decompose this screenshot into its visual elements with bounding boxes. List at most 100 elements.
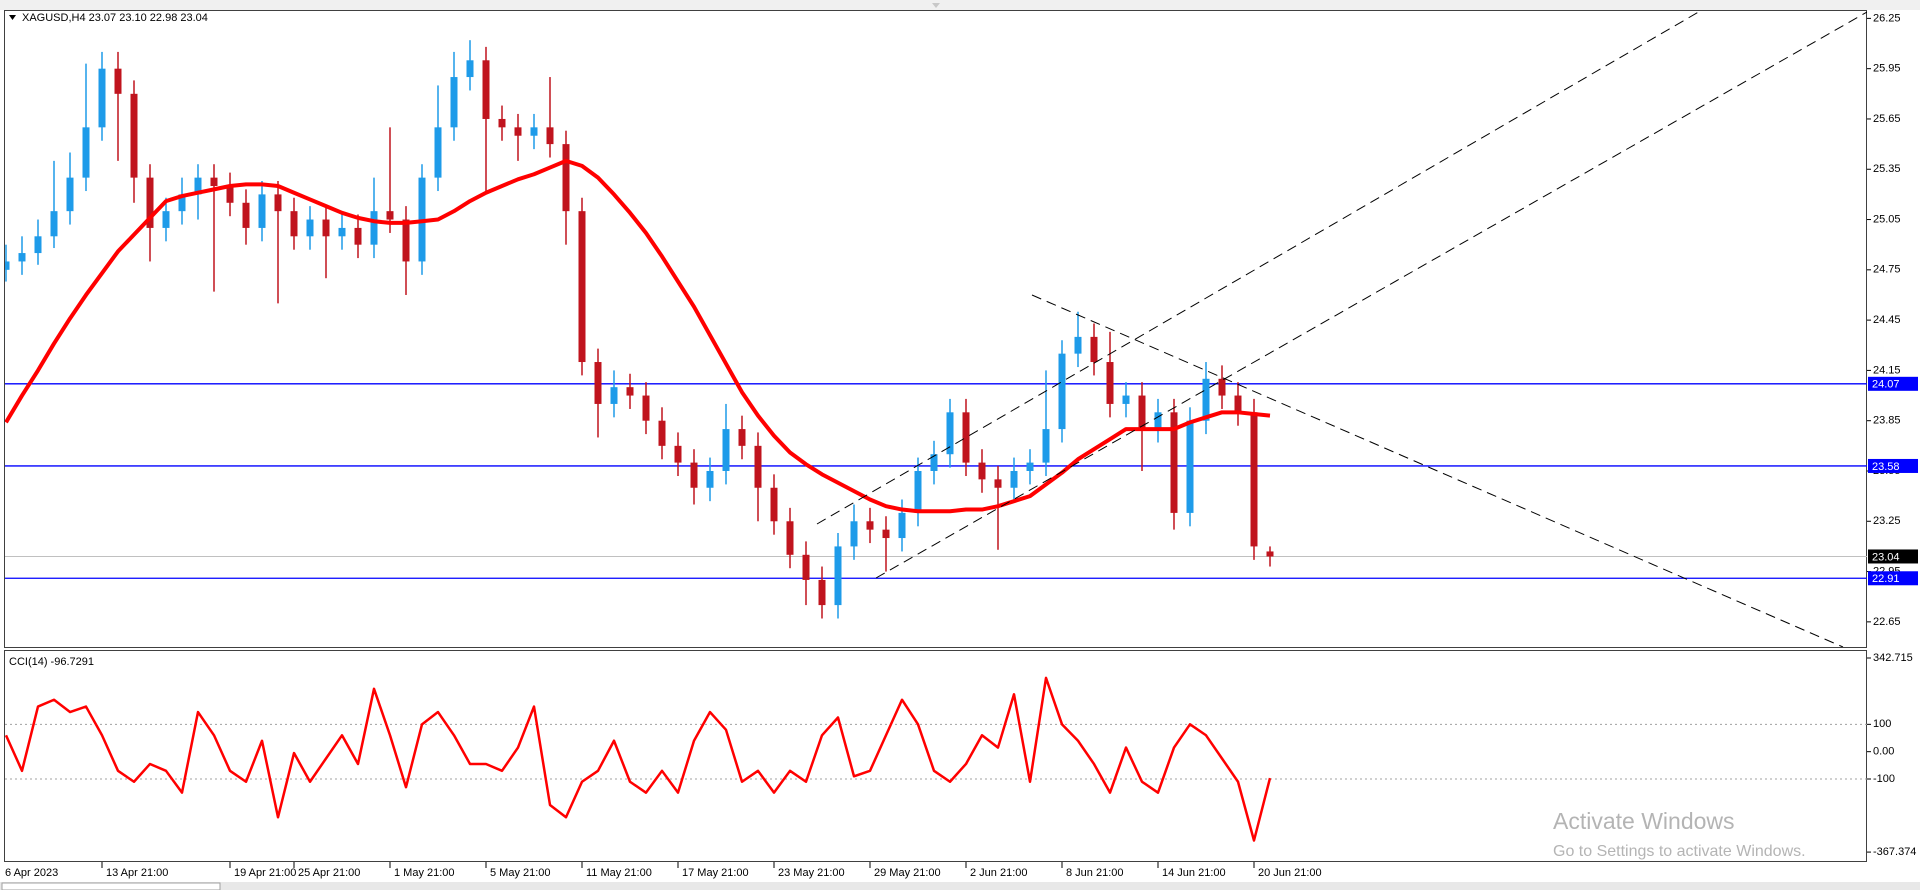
y-tick-label: 24.45 xyxy=(1873,314,1901,326)
candle-body xyxy=(626,387,634,396)
y-tick-label: 26.25 xyxy=(1873,12,1901,24)
candle-body xyxy=(898,512,906,539)
candle-body xyxy=(914,470,922,513)
y-tick-label: 24.75 xyxy=(1873,264,1901,276)
level-label-bg xyxy=(1868,571,1918,586)
candle-body xyxy=(786,521,794,555)
candle-body xyxy=(1042,429,1050,463)
candle-body xyxy=(1106,362,1114,404)
candle-body xyxy=(178,194,186,212)
x-tick-label: 5 May 21:00 xyxy=(490,867,551,879)
y-tick-label: 24.15 xyxy=(1873,364,1901,376)
candle-body xyxy=(1074,336,1082,354)
candle-body xyxy=(1122,395,1130,404)
level-label: 24.07 xyxy=(1872,379,1900,391)
candle-body xyxy=(770,487,778,522)
candle-body xyxy=(162,211,170,228)
candle-body xyxy=(642,395,650,421)
candle-body xyxy=(66,177,74,212)
x-tick-label: 11 May 21:00 xyxy=(586,867,652,879)
candle-body xyxy=(482,60,490,119)
candle-body xyxy=(930,454,938,471)
candle-body xyxy=(754,445,762,488)
candle-body xyxy=(690,462,698,488)
chart-tab[interactable] xyxy=(1,882,221,890)
x-tick-label: 8 Jun 21:00 xyxy=(1066,867,1124,879)
level-label-bg xyxy=(1868,458,1918,473)
candle-body xyxy=(466,60,474,78)
candle-body xyxy=(402,219,410,262)
candle-body xyxy=(274,194,282,212)
x-tick-label: 14 Jun 21:00 xyxy=(1162,867,1226,879)
y-tick-label: 22.65 xyxy=(1873,616,1901,628)
candle-body xyxy=(706,470,714,488)
candle-body xyxy=(946,412,954,455)
x-tick-label: 20 Jun 21:00 xyxy=(1258,867,1322,879)
y-tick-label: 25.95 xyxy=(1873,63,1901,75)
candle-body xyxy=(578,211,586,363)
x-tick-label: 13 Apr 21:00 xyxy=(106,867,168,879)
candle-body xyxy=(514,127,522,136)
candle-body xyxy=(850,521,858,547)
chart-title: XAGUSD,H4 23.07 23.10 22.98 23.04 xyxy=(22,12,208,24)
candle-body xyxy=(978,462,986,480)
y-tick-label: 342.715 xyxy=(1873,652,1913,664)
candle-body xyxy=(962,412,970,463)
candle-body xyxy=(82,127,90,178)
candle-body xyxy=(98,68,106,128)
moving-average xyxy=(5,158,1271,514)
axes: 22.6522.9523.2523.5523.8524.1524.4524.75… xyxy=(5,12,1918,879)
candle-body xyxy=(1234,395,1242,413)
x-tick-label: 6 Apr 2023 xyxy=(5,867,58,879)
candle-body xyxy=(146,177,154,228)
tab-strip xyxy=(0,882,1920,890)
cci-line xyxy=(5,676,1272,842)
candle-body xyxy=(1026,462,1034,471)
candle-body xyxy=(722,429,730,471)
candle-body xyxy=(738,429,746,446)
level-label-bg xyxy=(1868,376,1918,391)
y-tick-label: -100 xyxy=(1873,773,1895,785)
watermark-title: Activate Windows xyxy=(1553,808,1735,834)
candle-body xyxy=(1170,412,1178,513)
candle-body xyxy=(258,194,266,228)
candle-body xyxy=(882,529,890,539)
x-tick-label: 1 May 21:00 xyxy=(394,867,455,879)
cci-layer xyxy=(5,676,1867,842)
candle-body xyxy=(50,211,58,237)
candle-body xyxy=(34,236,42,254)
x-tick-label: 2 Jun 21:00 xyxy=(970,867,1028,879)
x-tick-label: 19 Apr 21:00 xyxy=(234,867,296,879)
candle-body xyxy=(610,387,618,404)
candle-body xyxy=(1090,336,1098,363)
y-tick-label: 0.00 xyxy=(1873,746,1894,758)
watermark-subtitle: Go to Settings to activate Windows. xyxy=(1553,843,1806,860)
candle-body xyxy=(1154,412,1162,430)
x-tick-label: 17 May 21:00 xyxy=(682,867,749,879)
cci-pane xyxy=(4,650,1867,862)
candle-body xyxy=(818,579,826,606)
cci-title: CCI(14) -96.7291 xyxy=(9,656,94,668)
y-tick-label: 25.05 xyxy=(1873,213,1901,225)
candle-body xyxy=(5,261,10,270)
candle-body xyxy=(1266,551,1274,557)
y-tick-label: 25.35 xyxy=(1873,163,1901,175)
candle-body xyxy=(594,362,602,404)
descending-trendline xyxy=(1031,294,1844,647)
y-tick-label: -367.374 xyxy=(1873,846,1916,858)
level-label: 23.58 xyxy=(1872,461,1900,473)
candle-body xyxy=(194,177,202,195)
candle-body xyxy=(562,144,570,212)
last-price-label: 23.04 xyxy=(1872,551,1900,563)
candle-body xyxy=(434,127,442,178)
candle-body xyxy=(530,127,538,136)
menu-triangle[interactable] xyxy=(9,15,16,20)
candle-body xyxy=(866,521,874,530)
candle-body xyxy=(114,68,122,94)
candle-body xyxy=(1218,378,1226,396)
candle-body xyxy=(450,77,458,128)
candle-body xyxy=(226,186,234,203)
candle-body xyxy=(386,211,394,220)
